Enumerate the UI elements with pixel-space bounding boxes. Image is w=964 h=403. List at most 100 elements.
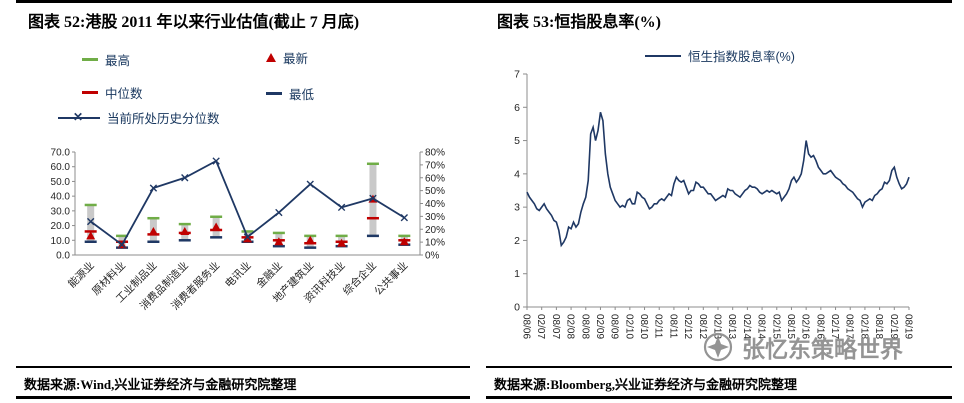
- high-dash-icon: [82, 58, 98, 61]
- line-x-marker-icon: ✕: [58, 110, 100, 125]
- y-tick-label: 5: [514, 135, 520, 147]
- latest-triangle: [86, 231, 96, 240]
- compass-logo-icon: [703, 332, 733, 362]
- legend-label-hsi-yield: 恒生指数股息率(%): [688, 50, 795, 64]
- percentile-x-marker: [118, 241, 126, 249]
- x-tick-label: 02/12: [682, 314, 693, 339]
- latest-triangle: [337, 238, 347, 247]
- dividend-yield-chart: 0 1 2 3 4 5 6 7 08/06 02/07 08/07 02/08 08/08 02/09 08…: [514, 69, 913, 340]
- x-tick-label: 08/06: [521, 314, 532, 339]
- y-tick-label: 2: [514, 235, 520, 247]
- x-tick-label: 02/17: [829, 314, 840, 339]
- line-segment: [58, 116, 100, 119]
- y-tick-label: 3: [514, 202, 520, 214]
- x-tick-label: 08/18: [873, 314, 884, 339]
- range-bar: [87, 204, 95, 242]
- x-tick-label: 08/14: [756, 314, 767, 339]
- x-tick-label: 02/15: [770, 314, 781, 339]
- y-tick-label-left: 50.0: [51, 177, 71, 188]
- category-label: 金融业: [254, 259, 285, 290]
- watermark-text: 张忆东策略世界: [742, 336, 903, 362]
- figure53-title: 图表 53:恒指股息率(%): [497, 14, 661, 31]
- x-tick-label: 08/17: [844, 314, 855, 339]
- latest-triangle: [274, 237, 284, 246]
- x-tick-label: 02/08: [565, 314, 576, 339]
- industry-valuation-chart-panel: 0.0 10.0 20.0 30.0 40.0 50.0 60.0 70.0 0% 10% 20% 3…: [28, 40, 478, 352]
- percentile-x-marker: [149, 184, 158, 192]
- y-tick-label-right: 50%: [425, 186, 445, 197]
- x-tick-label: 02/16: [800, 314, 811, 339]
- x-tick-label: 02/10: [623, 314, 634, 339]
- latest-triangle: [211, 222, 221, 231]
- percentile-x-marker: [306, 180, 314, 188]
- latest-triangle: [305, 235, 315, 244]
- y-tick-label: 0: [514, 302, 520, 314]
- y-tick-label: 6: [514, 102, 520, 114]
- y-tick-label: 7: [514, 69, 520, 81]
- median-dash-icon: [82, 91, 98, 94]
- line-series-icon: [645, 54, 681, 57]
- x-tick-label: 02/07: [535, 314, 546, 339]
- x-tick-label: 02/13: [712, 314, 723, 339]
- dividend-yield-chart-panel: 0 1 2 3 4 5 6 7 08/06 02/07 08/07 02/08 08/08 02/09 08…: [497, 40, 962, 360]
- y-tick-label-left: 30.0: [51, 206, 71, 217]
- x-tick-label: 08/13: [726, 314, 737, 339]
- y-tick-label: 4: [514, 168, 520, 180]
- low-dash-icon: [266, 92, 282, 95]
- x-tick-label: 08/10: [638, 314, 649, 339]
- latest-triangle-icon: [266, 53, 276, 62]
- x-tick-label: 02/14: [741, 314, 752, 339]
- source-note-right: 数据来源:Bloomberg,兴业证券经济与金融研究院整理: [486, 366, 952, 399]
- category-label: 公共事业: [372, 259, 411, 298]
- x-tick-label: 08/16: [814, 314, 825, 339]
- x-tick-label: 08/08: [579, 314, 590, 339]
- y-tick-label-left: 10.0: [51, 236, 71, 247]
- x-tick-label: 08/09: [609, 314, 620, 339]
- legend-label-latest: 最新: [283, 52, 309, 66]
- legend-label-high: 最高: [105, 54, 131, 68]
- y-tick-label-right: 70%: [425, 160, 445, 171]
- percentile-x-marker: [400, 213, 409, 222]
- x-tick-label: 08/07: [550, 314, 561, 339]
- percentile-x-marker: [212, 157, 220, 165]
- category-label: 电讯业: [222, 259, 253, 290]
- y-tick-label-right: 80%: [425, 148, 445, 159]
- latest-triangle: [148, 226, 158, 235]
- source-note-left: 数据来源:Wind,兴业证券经济与金融研究院整理: [16, 366, 470, 399]
- latest-triangle: [399, 237, 409, 246]
- legend-item-hsi-yield: 恒生指数股息率(%): [645, 46, 795, 65]
- legend-item-percentile: ✕ 当前所处历史分位数: [58, 108, 220, 127]
- x-tick-label: 02/19: [888, 314, 899, 339]
- percentile-x-marker: [181, 174, 189, 182]
- x-tick-label: 08/15: [785, 314, 796, 339]
- category-label: 能源业: [65, 259, 96, 290]
- legend-item-latest: 最新: [266, 48, 308, 67]
- watermark: 张忆东策略世界: [702, 330, 903, 364]
- percentile-x-marker: [369, 194, 377, 203]
- x-tick-label: 02/18: [858, 314, 869, 339]
- legend-item-high: 最高: [82, 50, 130, 69]
- industry-valuation-chart: 0.0 10.0 20.0 30.0 40.0 50.0 60.0 70.0 0% 10% 20% 3…: [51, 148, 446, 313]
- y-tick-label: 1: [514, 268, 520, 280]
- y-tick-label-right: 30%: [425, 212, 445, 223]
- legend-label-low: 最低: [289, 88, 315, 102]
- x-tick-label: 08/12: [697, 314, 708, 339]
- legend-item-median: 中位数: [82, 83, 143, 102]
- category-label: 综合企业: [340, 259, 379, 298]
- latest-triangle: [180, 226, 190, 235]
- yield-line: [526, 112, 910, 248]
- y-tick-label-right: 40%: [425, 199, 445, 210]
- percentile-x-marker: [275, 208, 283, 217]
- y-tick-label-right: 60%: [425, 173, 445, 184]
- latest-triangle: [243, 234, 252, 243]
- top-rule: [16, 0, 952, 3]
- y-tick-label-left: 40.0: [51, 192, 71, 203]
- y-tick-label-right: 0%: [425, 251, 440, 262]
- percentile-x-marker: [86, 217, 95, 226]
- x-tick-label: 02/09: [594, 314, 605, 339]
- percentile-x-marker: [337, 203, 346, 212]
- legend-label-percentile: 当前所处历史分位数: [107, 112, 220, 126]
- figure52-title: 图表 52:港股 2011 年以来行业估值(截止 7 月底): [28, 14, 360, 31]
- percentile-x-marker: [243, 233, 252, 241]
